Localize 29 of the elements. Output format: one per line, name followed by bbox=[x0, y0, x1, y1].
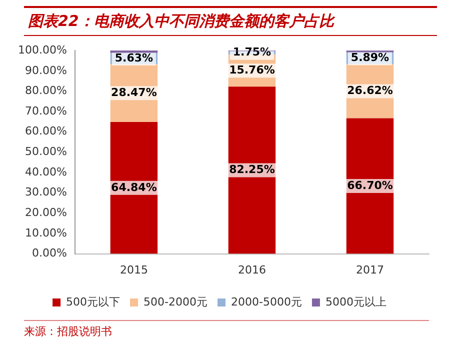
data-label: 5.89% bbox=[350, 51, 390, 64]
data-label: 64.84% bbox=[111, 180, 157, 194]
y-tick-label: 50.00% bbox=[24, 145, 67, 158]
data-label: 15.76% bbox=[229, 64, 275, 77]
data-label: 66.70% bbox=[347, 178, 393, 192]
data-label: 28.47% bbox=[111, 86, 157, 99]
y-tick-label: 80.00% bbox=[24, 84, 67, 98]
legend-label: 500元以下 bbox=[66, 295, 120, 308]
y-tick-label: 70.00% bbox=[24, 104, 67, 118]
legend-label: 2000-5000元 bbox=[231, 295, 302, 308]
data-label: 5.63% bbox=[114, 51, 154, 64]
y-tick-label: 0.00% bbox=[32, 246, 67, 260]
y-tick-label: 90.00% bbox=[24, 64, 67, 77]
data-label: 82.25% bbox=[229, 163, 275, 176]
chart-title: 图表22：电商收入中不同消费金额的客户占比 bbox=[24, 6, 437, 36]
x-tick-label: 2015 bbox=[120, 263, 148, 276]
legend-label: 500-2000元 bbox=[144, 295, 208, 308]
y-tick-label: 60.00% bbox=[24, 124, 67, 138]
y-tick-label: 20.00% bbox=[24, 206, 67, 220]
y-tick-label: 100.00% bbox=[18, 43, 67, 56]
x-tick-label: 2016 bbox=[238, 263, 266, 276]
y-tick-label: 40.00% bbox=[24, 165, 67, 178]
y-tick-label: 30.00% bbox=[24, 186, 67, 199]
x-tick-label: 2017 bbox=[356, 263, 384, 276]
source-note: 来源：招股说明书 bbox=[24, 320, 429, 339]
data-label: 26.62% bbox=[347, 84, 393, 98]
data-label: 1.75% bbox=[232, 46, 272, 59]
y-tick-label: 10.00% bbox=[24, 226, 67, 240]
legend-label: 5000元以上 bbox=[325, 295, 386, 308]
